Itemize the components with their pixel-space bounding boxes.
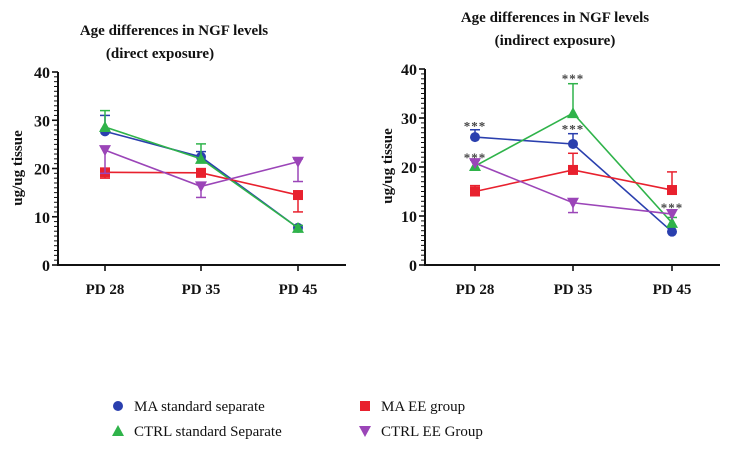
- legend-marker: [359, 426, 371, 437]
- data-point: [292, 221, 304, 233]
- x-tick-label: PD 28: [456, 282, 495, 298]
- data-point: [469, 158, 481, 170]
- chart-indirect-exposure: Age differences in NGF levels (indirect …: [380, 10, 720, 298]
- legend-item: MA EE group: [360, 399, 465, 415]
- data-point: [667, 185, 677, 196]
- data-point: [470, 186, 480, 197]
- significance-annotation: ***: [464, 150, 487, 165]
- y-tick-label: 10: [34, 210, 50, 227]
- data-point: [99, 145, 111, 157]
- data-point: [99, 121, 111, 133]
- legend-label: CTRL EE Group: [381, 424, 483, 440]
- y-tick-label: 30: [34, 113, 50, 130]
- significance-annotation: ***: [562, 71, 585, 86]
- data-point: [196, 167, 206, 178]
- series-ctrl-standard-separate: [99, 109, 304, 233]
- legend-item: MA standard separate: [113, 399, 265, 415]
- x-tick-label: PD 35: [182, 282, 221, 298]
- chart-title: Age differences in NGF levels: [461, 10, 649, 26]
- series-ctrl-ee-group: [99, 145, 304, 199]
- legend-label: MA EE group: [381, 399, 465, 415]
- data-point: [568, 138, 578, 149]
- y-tick-label: 20: [401, 160, 417, 177]
- y-tick-label: 0: [409, 258, 417, 275]
- legend-item: CTRL standard Separate: [112, 424, 282, 440]
- series-ctrl-ee-group: [469, 158, 678, 221]
- data-point: [470, 132, 480, 143]
- data-point: [667, 226, 677, 237]
- data-point: [567, 107, 579, 119]
- legend-marker: [113, 401, 123, 411]
- data-point: [293, 190, 303, 201]
- significance-annotation: ***: [661, 200, 684, 215]
- significance-annotation: ***: [562, 121, 585, 136]
- x-tick-label: PD 28: [86, 282, 125, 298]
- data-point: [568, 164, 578, 175]
- x-tick-label: PD 45: [279, 282, 318, 298]
- significance-annotation: ***: [464, 118, 487, 133]
- legend-marker: [112, 425, 124, 436]
- chart-subtitle: (direct exposure): [106, 46, 214, 62]
- legend-item: CTRL EE Group: [359, 424, 483, 440]
- legend-label: CTRL standard Separate: [134, 424, 282, 440]
- chart-title: Age differences in NGF levels: [80, 23, 268, 39]
- y-tick-label: 40: [34, 65, 50, 82]
- data-point: [195, 152, 207, 164]
- x-tick-label: PD 45: [653, 282, 692, 298]
- chart-direct-exposure: Age differences in NGF levels (direct ex…: [10, 23, 346, 298]
- y-tick-label: 40: [401, 62, 417, 79]
- data-point: [292, 156, 304, 168]
- data-point: [195, 181, 207, 193]
- y-axis-label: ug/ug tissue: [380, 128, 396, 204]
- data-point: [666, 216, 678, 228]
- legend-marker: [360, 401, 370, 411]
- data-point: [666, 209, 678, 221]
- legend-label: MA standard separate: [134, 399, 265, 415]
- y-tick-label: 10: [401, 209, 417, 226]
- data-point: [567, 197, 579, 209]
- chart-subtitle: (indirect exposure): [495, 33, 616, 49]
- series-ma-ee-group: [470, 152, 677, 197]
- y-axis-label: ug/ug tissue: [10, 130, 26, 206]
- y-tick-label: 0: [42, 258, 50, 275]
- y-tick-label: 20: [34, 162, 50, 179]
- y-tick-label: 30: [401, 111, 417, 128]
- x-tick-label: PD 35: [554, 282, 593, 298]
- legend: MA standard separate MA EE group CTRL stan…: [112, 399, 483, 440]
- series-ma-standard-separate: [470, 129, 677, 237]
